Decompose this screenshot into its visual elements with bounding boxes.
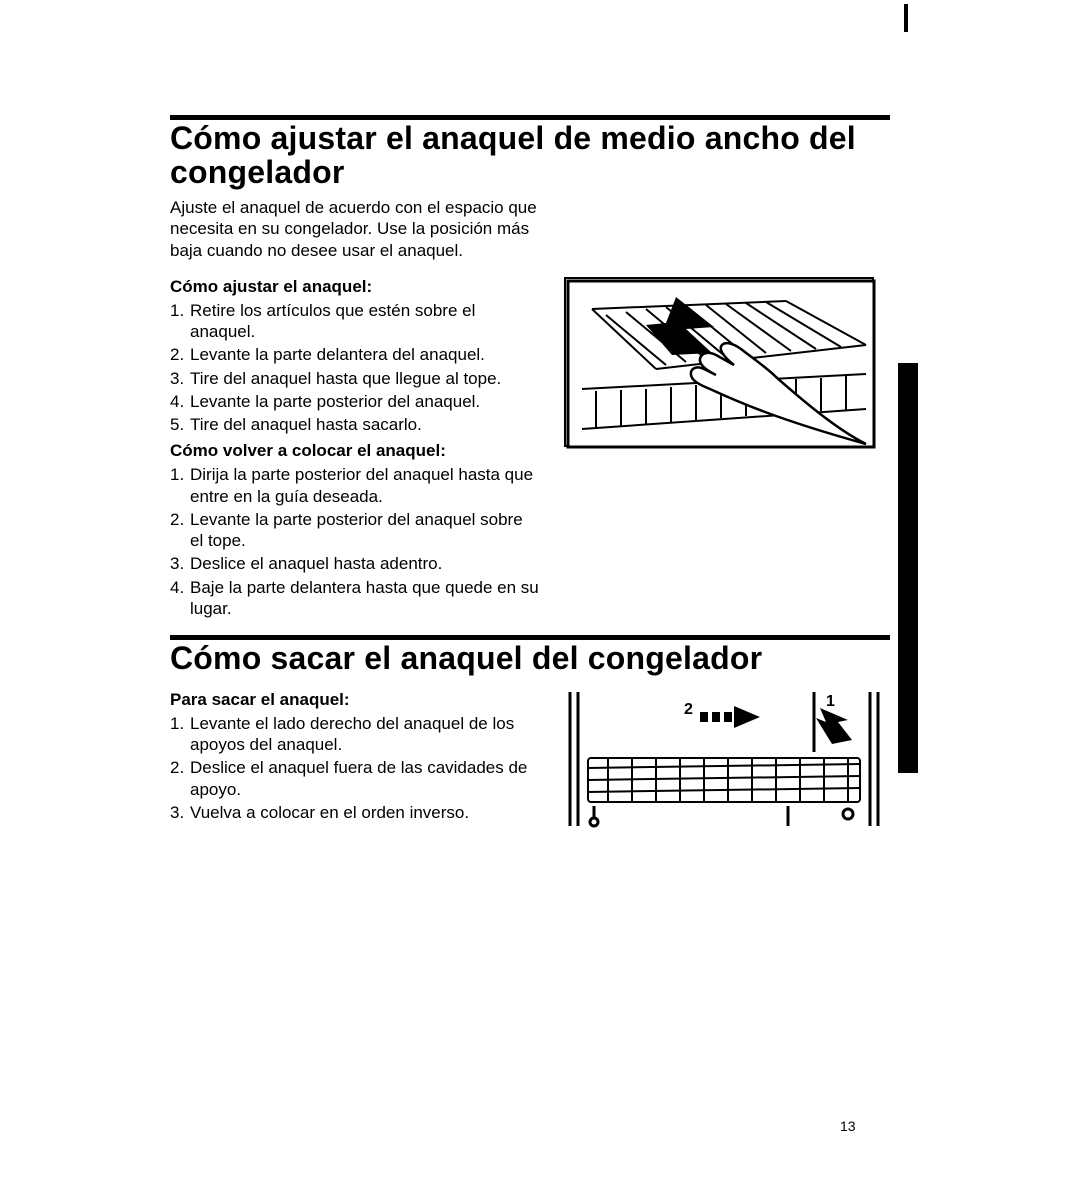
- list-item: Deslice el anaquel fuera de las cavidade…: [170, 757, 540, 800]
- section1-body: Cómo ajustar el anaquel: Retire los artí…: [170, 271, 890, 621]
- list-item: Levante la parte delantera del anaquel.: [170, 344, 540, 365]
- section2-text: Para sacar el anaquel: Levante el lado d…: [170, 684, 540, 825]
- list-item: Levante la parte posterior del anaquel.: [170, 391, 540, 412]
- section1-sub1-list: Retire los artículos que estén sobre el …: [170, 300, 540, 436]
- list-item: Baje la parte delantera hasta que quede …: [170, 577, 540, 620]
- section2-sub1-head: Para sacar el anaquel:: [170, 690, 540, 710]
- diagram-label-1: 1: [826, 693, 835, 710]
- page-content: Cómo ajustar el anaquel de medio ancho d…: [170, 115, 890, 828]
- section2-body: Para sacar el anaquel: Levante el lado d…: [170, 684, 890, 828]
- diagram-label-2: 2: [684, 701, 693, 718]
- section2-title: Cómo sacar el anaquel del congelador: [170, 642, 890, 676]
- list-item: Levante la parte posterior del anaquel s…: [170, 509, 540, 552]
- section1-title: Cómo ajustar el anaquel de medio ancho d…: [170, 122, 890, 189]
- thumb-tab: [898, 363, 918, 773]
- list-item: Retire los artículos que estén sobre el …: [170, 300, 540, 343]
- section1-intro: Ajuste el anaquel de acuerdo con el espa…: [170, 197, 540, 261]
- list-item: Tire del anaquel hasta sacarlo.: [170, 414, 540, 435]
- section2-sub1-list: Levante el lado derecho del anaquel de l…: [170, 713, 540, 823]
- list-item: Vuelva a colocar en el orden inverso.: [170, 802, 540, 823]
- section1-sub2-head: Cómo volver a colocar el anaquel:: [170, 441, 540, 461]
- illustration-shelf-remove: 2 1: [564, 688, 884, 828]
- illustration-shelf-adjust: [564, 277, 874, 447]
- scan-mark: [904, 4, 908, 32]
- list-item: Tire del anaquel hasta que llegue al top…: [170, 368, 540, 389]
- page-number: 13: [840, 1118, 856, 1134]
- section1-text: Cómo ajustar el anaquel: Retire los artí…: [170, 271, 540, 621]
- list-item: Deslice el anaquel hasta adentro.: [170, 553, 540, 574]
- list-item: Levante el lado derecho del anaquel de l…: [170, 713, 540, 756]
- section1-sub2-list: Dirija la parte posterior del anaquel ha…: [170, 464, 540, 619]
- section1-sub1-head: Cómo ajustar el anaquel:: [170, 277, 540, 297]
- list-item: Dirija la parte posterior del anaquel ha…: [170, 464, 540, 507]
